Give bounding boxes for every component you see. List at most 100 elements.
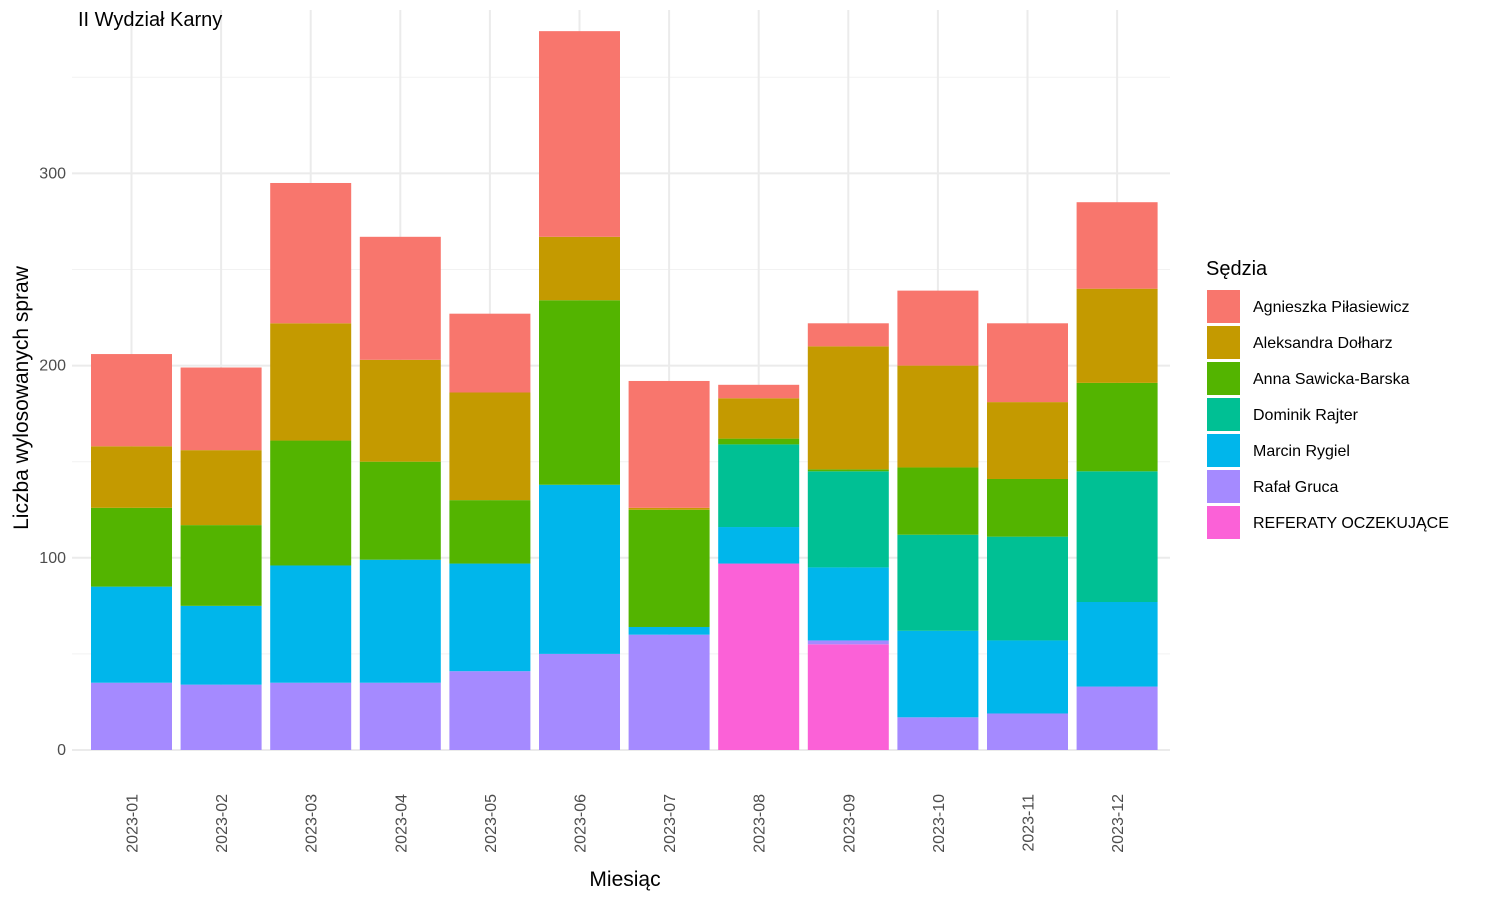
bar-segment [807,346,889,470]
bar-segment [91,586,172,683]
bar-segment [539,31,620,237]
x-tick-label: 2023-07 [662,794,679,853]
bar-segment [987,640,1068,714]
y-axis-title: Liczba wylosowanych spraw [10,265,33,530]
bar-segment [628,507,710,510]
x-tick-label: 2023-02 [214,794,231,853]
x-tick-label: 2023-11 [1021,794,1038,852]
bar-segment [180,684,262,750]
legend: Sędzia Agnieszka Piłasiewicz Aleksandra D… [1206,258,1449,539]
bar-segment [91,507,172,587]
bar-segment [359,236,441,360]
bar-segment [449,671,531,750]
legend-swatch [1207,398,1240,431]
x-axis-title: Miesiąc [589,868,660,891]
bar-segment [270,682,352,750]
bar-segment [718,563,800,750]
legend-swatch [1207,290,1240,323]
bar-segment [449,392,531,501]
x-tick-label: 2023-05 [483,794,500,853]
bar-segment [359,682,441,750]
y-tick-label: 0 [57,742,66,759]
legend-swatch [1207,362,1240,395]
bar-segment [718,438,800,445]
bar-segment [987,478,1068,537]
bar-segment [539,300,620,485]
bar-segment [897,467,979,535]
bar-segment [1076,686,1158,750]
legend-items: Agnieszka Piłasiewicz Aleksandra Dołharz A… [1207,290,1449,539]
x-tick-label: 2023-06 [573,794,590,853]
bar-segment [270,182,352,324]
chart-title: II Wydział Karny [78,9,222,31]
x-tick-label: 2023-08 [752,794,769,853]
bar-segment [539,484,620,654]
bars [91,31,1158,750]
bar-segment [180,450,262,526]
legend-label: Rafał Gruca [1253,479,1338,496]
bar-segment [1076,471,1158,602]
x-tick-label: 2023-04 [393,794,410,853]
bar-segment [180,525,262,606]
x-tick-label: 2023-12 [1110,794,1127,853]
bar-segment [807,323,889,347]
bar-segment [987,536,1068,641]
legend-label: Marcin Rygiel [1253,443,1350,460]
bar-segment [91,446,172,508]
bar-segment [449,313,531,393]
y-axis-ticks: 0 100 200 300 [39,165,66,759]
x-tick-label: 2023-09 [841,794,858,853]
legend-label: Agnieszka Piłasiewicz [1253,299,1410,316]
bar-segment [1076,602,1158,687]
bar-segment [270,440,352,566]
bar-segment [807,471,889,568]
x-axis-ticks: 2023-01 2023-02 2023-03 2023-04 2023-05 2023-… [125,794,1128,853]
y-tick-label: 300 [39,165,66,182]
bar-segment [987,713,1068,750]
bar-segment [91,682,172,750]
x-tick-label: 2023-03 [304,794,321,853]
legend-label: Anna Sawicka-Barska [1253,371,1410,388]
y-tick-label: 200 [39,358,66,375]
legend-swatch [1207,326,1240,359]
bar-segment [718,527,800,564]
bar-segment [897,534,979,631]
legend-swatch [1207,434,1240,467]
bar-segment [718,398,800,439]
bar-segment [180,605,262,685]
bar-segment [359,359,441,462]
bar-segment [718,384,800,399]
bar-segment [897,630,979,718]
bar-segment [987,323,1068,403]
bar-segment [1076,202,1158,289]
bar-segment [270,565,352,683]
bar-segment [718,444,800,528]
bar-segment [359,559,441,683]
bar-segment [807,469,889,472]
bar-segment [449,500,531,564]
y-tick-label: 100 [39,550,66,567]
legend-label: REFERATY OCZEKUJĄCE [1253,515,1449,532]
bar-segment [628,626,710,635]
bar-segment [359,461,441,560]
bar-segment [628,380,710,508]
bar-segment [897,365,979,468]
bar-segment [807,567,889,641]
bar-segment [1076,288,1158,383]
bar-segment [270,323,352,441]
bar-segment [1076,382,1158,472]
bar-segment [807,640,889,645]
bar-segment [628,509,710,627]
legend-label: Dominik Rajter [1253,407,1359,424]
bar-segment [180,367,262,451]
bar-segment [539,236,620,301]
bar-segment [807,644,889,750]
bar-segment [449,563,531,672]
bar-segment [628,634,710,750]
bar-segment [897,717,979,750]
legend-label: Aleksandra Dołharz [1253,335,1393,352]
bar-segment [91,354,172,447]
x-tick-label: 2023-01 [125,794,142,853]
bar-segment [539,653,620,750]
